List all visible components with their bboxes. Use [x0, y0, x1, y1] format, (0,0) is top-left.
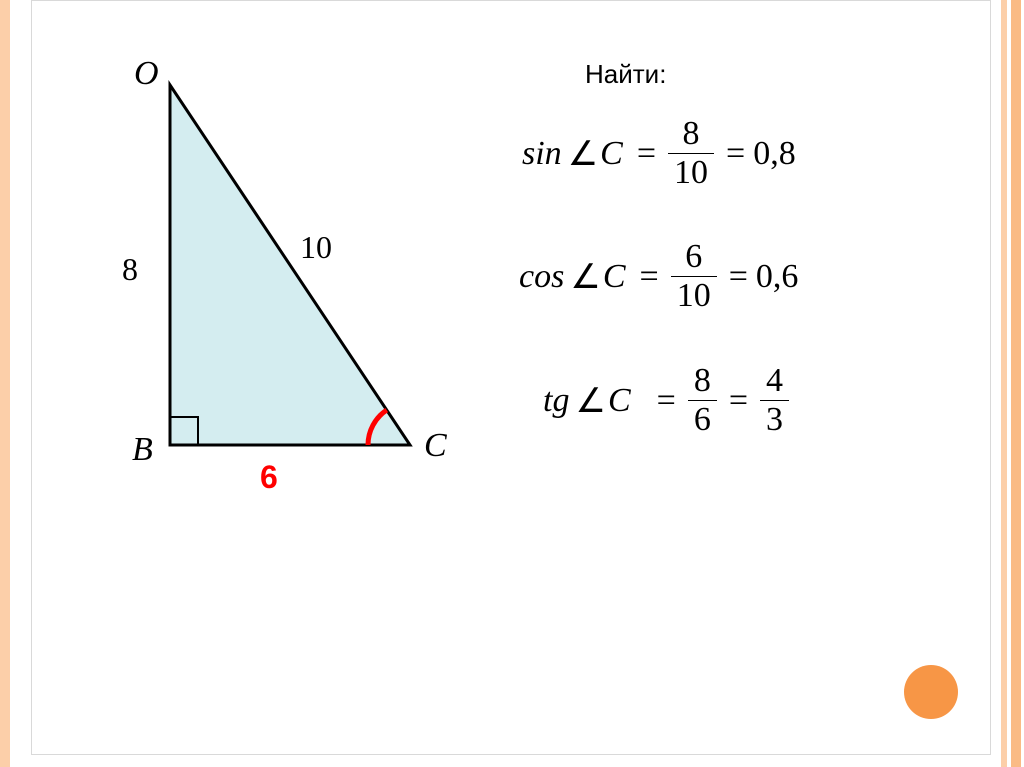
equation-cos: cos ∠ C = 6 10 = 0,6 — [519, 240, 798, 313]
triangle-svg — [102, 53, 442, 503]
angle-symbol: ∠ — [575, 381, 605, 421]
angle-var: C — [608, 382, 631, 420]
angle-var: C — [603, 258, 626, 296]
angle-var: C — [600, 135, 623, 173]
accent-dot-icon — [904, 665, 958, 719]
angle-symbol: ∠ — [568, 134, 598, 174]
fraction: 8 6 — [688, 364, 717, 437]
right-stripe-2 — [1011, 0, 1021, 767]
slide: Найти: sin ∠ C = 8 10 = 0,8 cos ∠ C = 6 … — [0, 0, 1024, 767]
fraction-2: 4 3 — [760, 364, 789, 437]
denominator: 10 — [671, 276, 717, 313]
numerator: 4 — [760, 364, 789, 400]
fraction: 8 10 — [668, 117, 714, 190]
vertex-label-c: C — [424, 427, 447, 465]
numerator: 8 — [677, 117, 706, 153]
equals: = — [729, 258, 748, 296]
left-stripe — [0, 0, 10, 767]
equals: = — [640, 258, 659, 296]
side-label-oc: 10 — [300, 229, 332, 266]
right-stripe-1 — [1001, 0, 1007, 767]
triangle-diagram: O B C 8 10 6 — [102, 53, 442, 503]
fn-sin: sin — [522, 135, 562, 173]
content-frame: Найти: sin ∠ C = 8 10 = 0,8 cos ∠ C = 6 … — [31, 0, 991, 755]
fn-cos: cos — [519, 258, 564, 296]
equals: = — [657, 382, 676, 420]
denominator: 3 — [760, 400, 789, 437]
equals: = — [637, 135, 656, 173]
equation-sin: sin ∠ C = 8 10 = 0,8 — [522, 117, 796, 190]
side-label-ob: 8 — [122, 251, 138, 288]
denominator: 10 — [668, 153, 714, 190]
find-label: Найти: — [585, 59, 666, 90]
fraction: 6 10 — [671, 240, 717, 313]
equals: = — [726, 135, 745, 173]
result: 0,6 — [756, 258, 799, 296]
numerator: 8 — [688, 364, 717, 400]
numerator: 6 — [679, 240, 708, 276]
denominator: 6 — [688, 400, 717, 437]
result: 0,8 — [753, 135, 796, 173]
equation-tg: tg ∠ C = 8 6 = 4 3 — [543, 364, 793, 437]
equals: = — [729, 382, 748, 420]
angle-symbol: ∠ — [570, 257, 600, 297]
vertex-label-b: B — [132, 431, 153, 469]
vertex-label-o: O — [134, 55, 159, 93]
fn-tg: tg — [543, 382, 569, 420]
side-label-bc: 6 — [260, 459, 278, 496]
